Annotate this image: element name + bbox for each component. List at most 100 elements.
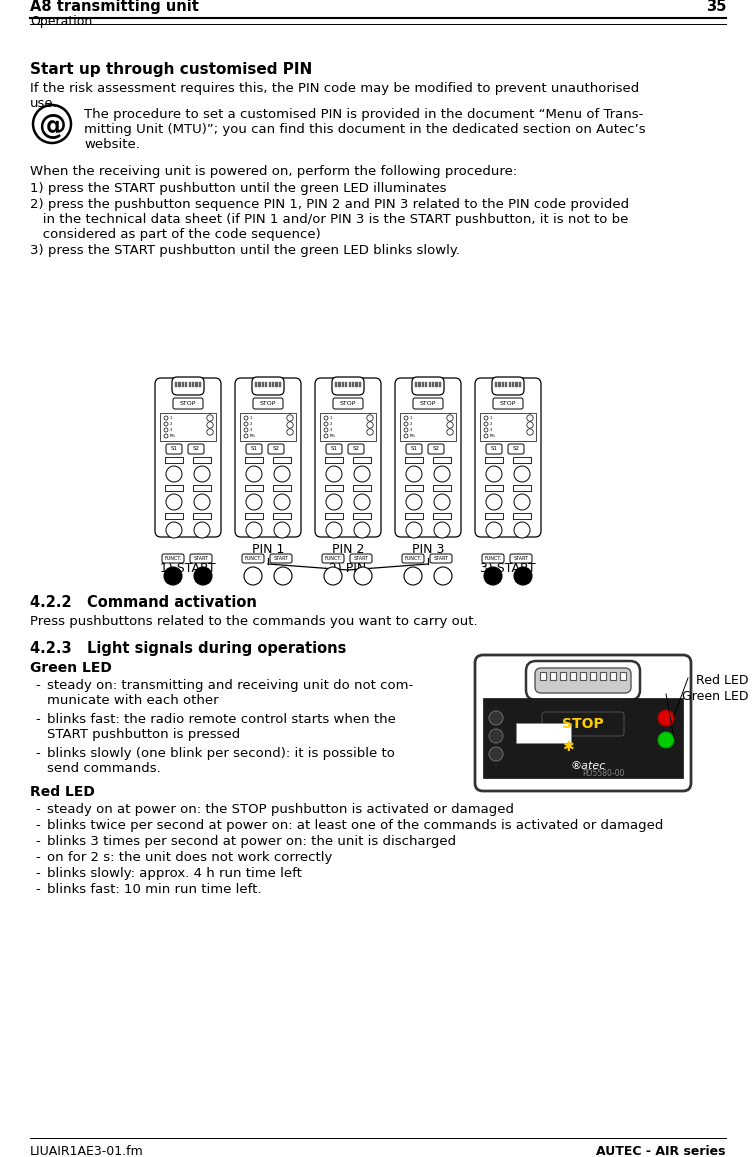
Text: If the risk assessment requires this, the PIN code may be modified to prevent un: If the risk assessment requires this, th… <box>30 82 640 95</box>
Bar <box>550 672 556 680</box>
Text: 3: 3 <box>330 428 333 432</box>
Bar <box>188 382 191 386</box>
Text: blinks 3 times per second at power on: the unit is discharged: blinks 3 times per second at power on: t… <box>47 835 456 848</box>
Circle shape <box>486 466 502 482</box>
Bar <box>325 513 343 519</box>
Circle shape <box>406 494 422 510</box>
Bar <box>435 382 438 386</box>
FancyBboxPatch shape <box>412 377 444 395</box>
Bar <box>193 513 211 519</box>
Bar <box>352 382 355 386</box>
Bar <box>580 672 586 680</box>
Bar <box>400 413 456 441</box>
Text: 1: 1 <box>170 417 172 420</box>
Circle shape <box>194 466 210 482</box>
Bar <box>359 382 361 386</box>
Circle shape <box>166 522 182 538</box>
Circle shape <box>367 415 373 421</box>
Circle shape <box>434 466 450 482</box>
Circle shape <box>486 522 502 538</box>
Bar <box>405 457 423 463</box>
FancyBboxPatch shape <box>270 554 292 563</box>
Bar <box>620 672 626 680</box>
Bar <box>433 457 451 463</box>
Text: -: - <box>35 679 40 692</box>
Bar <box>279 382 281 386</box>
Bar <box>353 513 371 519</box>
Text: START: START <box>354 555 369 560</box>
Text: 1: 1 <box>250 417 253 420</box>
Text: Press pushbuttons related to the commands you want to carry out.: Press pushbuttons related to the command… <box>30 616 478 628</box>
Text: 2: 2 <box>170 422 172 426</box>
Text: 3: 3 <box>250 428 253 432</box>
Text: PIN 1: PIN 1 <box>252 543 284 557</box>
Text: LIUAIR1AE3-01.fm: LIUAIR1AE3-01.fm <box>30 1145 144 1157</box>
Circle shape <box>447 415 453 421</box>
Text: website.: website. <box>84 138 140 152</box>
Bar <box>262 382 264 386</box>
Circle shape <box>514 494 530 510</box>
Circle shape <box>194 567 212 585</box>
Circle shape <box>246 466 262 482</box>
Bar <box>325 485 343 491</box>
Bar <box>320 413 376 441</box>
Text: blinks slowly (one blink per second): it is possible to: blinks slowly (one blink per second): it… <box>47 747 395 760</box>
Circle shape <box>166 466 182 482</box>
Text: @: @ <box>38 112 66 140</box>
Text: RG: RG <box>330 434 336 439</box>
Text: Green LED: Green LED <box>681 690 748 703</box>
Circle shape <box>658 732 674 747</box>
FancyBboxPatch shape <box>162 554 184 563</box>
Bar <box>349 382 351 386</box>
Text: Start up through customised PIN: Start up through customised PIN <box>30 62 312 78</box>
Bar <box>590 672 596 680</box>
Text: STOP: STOP <box>180 401 197 406</box>
Text: 1: 1 <box>330 417 333 420</box>
Text: S2: S2 <box>432 447 439 451</box>
Text: FUNCT.: FUNCT. <box>324 555 342 560</box>
Bar <box>433 513 451 519</box>
Text: blinks twice per second at power on: at least one of the commands is activated o: blinks twice per second at power on: at … <box>47 819 663 832</box>
Text: 3) START: 3) START <box>480 562 536 575</box>
Bar <box>265 382 268 386</box>
Circle shape <box>489 747 503 761</box>
FancyBboxPatch shape <box>166 444 182 454</box>
Text: 4.2.2   Command activation: 4.2.2 Command activation <box>30 595 257 610</box>
Text: PD5580-00: PD5580-00 <box>582 769 624 779</box>
Text: -: - <box>35 803 40 816</box>
Text: START: START <box>274 555 289 560</box>
Text: STOP: STOP <box>420 401 436 406</box>
Text: 35: 35 <box>705 0 726 14</box>
Text: S2: S2 <box>352 447 360 451</box>
Circle shape <box>324 422 328 426</box>
Text: START: START <box>433 555 448 560</box>
Circle shape <box>244 428 248 432</box>
Circle shape <box>434 494 450 510</box>
Bar <box>498 382 500 386</box>
Text: Red LED: Red LED <box>696 675 748 687</box>
Text: 3: 3 <box>170 428 172 432</box>
Bar <box>438 382 442 386</box>
Text: -: - <box>35 883 40 896</box>
Text: 1: 1 <box>490 417 492 420</box>
Circle shape <box>514 567 532 585</box>
FancyBboxPatch shape <box>406 444 422 454</box>
Text: 3) press the START pushbutton until the green LED blinks slowly.: 3) press the START pushbutton until the … <box>30 244 460 257</box>
Text: -: - <box>35 747 40 760</box>
Text: RG: RG <box>250 434 256 439</box>
Bar <box>355 382 358 386</box>
Circle shape <box>274 466 290 482</box>
Text: ®atec: ®atec <box>570 761 606 771</box>
Circle shape <box>324 434 328 439</box>
Bar <box>483 698 683 778</box>
Text: S2: S2 <box>193 447 200 451</box>
Bar <box>193 485 211 491</box>
Text: -: - <box>35 819 40 832</box>
Text: 3: 3 <box>410 428 413 432</box>
Circle shape <box>404 422 408 426</box>
Bar <box>432 382 435 386</box>
Text: 1) START: 1) START <box>160 562 215 575</box>
Text: blinks fast: the radio remote control starts when the: blinks fast: the radio remote control st… <box>47 713 396 725</box>
Text: 1: 1 <box>410 417 413 420</box>
Circle shape <box>367 422 373 428</box>
